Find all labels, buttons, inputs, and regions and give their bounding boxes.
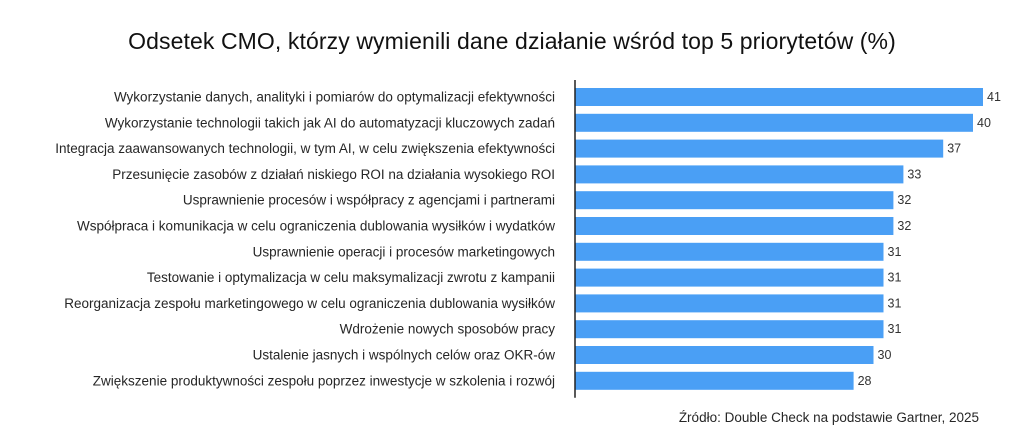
bar (575, 320, 884, 339)
category-label: Testowanie i optymalizacja w celu maksym… (147, 270, 555, 285)
chart-title: Odsetek CMO, którzy wymienili dane dział… (128, 28, 896, 54)
value-label: 33 (907, 167, 921, 181)
value-label: 41 (987, 90, 1001, 104)
source-note: Źródło: Double Check na podstawie Gartne… (678, 410, 979, 425)
bars-layer (575, 88, 983, 390)
value-label: 40 (977, 116, 991, 130)
value-label: 30 (878, 348, 892, 362)
bar (575, 268, 884, 287)
bar (575, 165, 904, 184)
bar (575, 294, 884, 313)
bar (575, 113, 973, 132)
value-label: 32 (897, 219, 911, 233)
category-label: Zwiększenie produktywności zespołu poprz… (93, 373, 555, 388)
bar (575, 217, 894, 235)
bar (575, 242, 884, 261)
value-label: 31 (888, 245, 902, 259)
value-label: 31 (888, 271, 902, 285)
value-label: 32 (897, 193, 911, 207)
category-label: Współpraca i komunikacja w celu ogranicz… (77, 219, 555, 234)
value-label: 31 (888, 322, 902, 336)
bar (575, 88, 983, 106)
category-label: Usprawnienie procesów i współpracy z age… (183, 193, 555, 208)
bar (575, 346, 874, 364)
category-label: Wdrożenie nowych sposobów pracy (340, 322, 556, 337)
category-label: Przesunięcie zasobów z działań niskiego … (112, 167, 555, 182)
value-labels-layer: 41 40 37 33 32 32 31 31 31 31 30 28 (858, 90, 1001, 388)
value-label: 37 (947, 142, 961, 156)
category-label: Wykorzystanie danych, analityki i pomiar… (114, 90, 555, 105)
value-label: 31 (888, 296, 902, 310)
category-label: Usprawnienie operacji i procesów marketi… (253, 244, 555, 259)
category-label: Integracja zaawansowanych technologii, w… (55, 141, 555, 156)
bar (575, 191, 894, 210)
bar (575, 139, 944, 158)
category-label: Wykorzystanie technologii takich jak AI … (105, 115, 555, 130)
value-label: 28 (858, 374, 872, 388)
category-label: Reorganizacja zespołu marketingowego w c… (64, 296, 555, 311)
category-labels-layer: Wykorzystanie danych, analityki i pomiar… (55, 90, 555, 389)
bar (575, 371, 854, 390)
category-label: Ustalenie jasnych i wspólnych celów oraz… (253, 348, 556, 363)
